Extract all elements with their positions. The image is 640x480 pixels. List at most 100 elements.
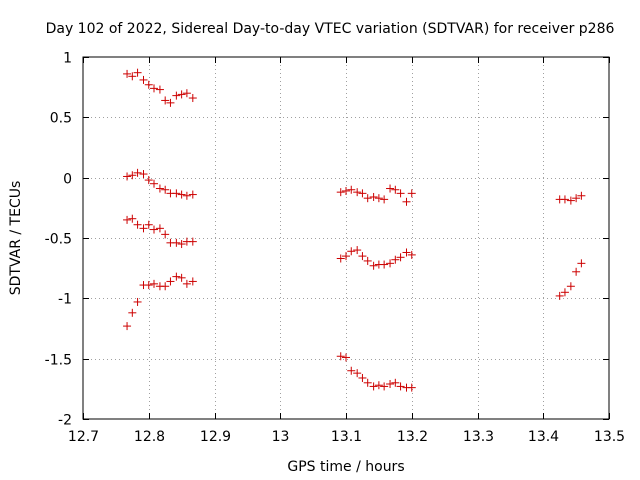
data-point-track-2: [155, 184, 164, 193]
data-point-track-8: [560, 195, 569, 204]
data-point-track-6: [396, 253, 405, 262]
data-point-track-9: [555, 291, 564, 300]
data-point-track-7: [391, 378, 400, 387]
data-point-track-2: [133, 168, 142, 177]
x-tick-label: 13: [272, 429, 290, 445]
data-point-track-1: [123, 69, 132, 78]
data-point-track-6: [347, 247, 356, 256]
data-point-track-1: [182, 89, 191, 98]
data-point-track-6: [407, 250, 416, 259]
data-point-track-7: [369, 382, 378, 391]
data-point-track-4: [144, 281, 153, 290]
data-point-track-3: [150, 225, 159, 234]
data-point-track-2: [182, 191, 191, 200]
data-point-track-2: [188, 190, 197, 199]
x-tick-label: 13.5: [594, 429, 625, 445]
data-point-track-5: [342, 186, 350, 195]
data-point-track-6: [342, 252, 350, 261]
data-point-track-1: [133, 68, 142, 77]
y-tick-label: -2: [58, 413, 72, 429]
data-point-track-3: [144, 220, 153, 229]
data-point-track-7: [386, 380, 395, 389]
data-point-track-2: [177, 190, 186, 199]
data-point-track-5: [407, 189, 416, 198]
data-point-track-4: [161, 282, 170, 291]
y-axis-ticks: -2 -1.5 -1 -0.5 0 0.5 1: [45, 51, 609, 429]
data-point-track-3: [172, 238, 181, 247]
x-tick-label: 13.1: [331, 429, 362, 445]
data-point-track-6: [353, 246, 362, 255]
data-point-track-5: [380, 195, 389, 204]
data-point-track-4: [166, 277, 175, 286]
data-point-track-1: [128, 72, 137, 81]
data-point-track-7: [358, 373, 367, 382]
chart-title: Day 102 of 2022, Sidereal Day-to-day VTE…: [46, 21, 615, 37]
x-tick-label: 13.3: [463, 429, 494, 445]
data-point-track-1: [166, 98, 175, 107]
data-point-track-2: [123, 172, 132, 181]
data-point-track-1: [188, 94, 197, 103]
data-point-track-4: [123, 322, 132, 331]
x-tick-label: 12.7: [68, 429, 99, 445]
data-point-track-3: [133, 220, 142, 229]
data-point-track-5: [402, 197, 411, 206]
data-point-track-6: [336, 254, 345, 263]
y-tick-label: -0.5: [45, 232, 72, 248]
data-point-track-6: [369, 261, 378, 270]
data-point-track-7: [342, 353, 350, 362]
y-axis-label: SDTVAR / TECUs: [8, 181, 24, 296]
data-point-track-9: [566, 282, 575, 291]
data-point-track-4: [182, 279, 191, 288]
data-point-track-5: [374, 194, 383, 203]
data-point-track-4: [133, 297, 142, 306]
y-tick-label: 0.5: [50, 111, 72, 127]
data-point-track-7: [407, 383, 416, 392]
data-point-track-1: [144, 80, 153, 89]
data-point-track-7: [353, 369, 362, 378]
data-point-track-4: [150, 279, 159, 288]
data-point-track-2: [172, 189, 181, 198]
data-point-track-6: [402, 248, 411, 257]
data-point-track-3: [161, 230, 170, 239]
data-point-track-6: [391, 255, 400, 264]
data-point-track-3: [123, 215, 132, 224]
data-point-track-7: [347, 366, 356, 375]
data-point-track-4: [177, 273, 186, 282]
x-axis-ticks: 12.7 12.8 12.9 13 13.1 13.2 13.3 13.4 13.5: [68, 57, 625, 445]
data-point-track-5: [391, 185, 400, 194]
x-axis-label: GPS time / hours: [287, 459, 404, 475]
data-point-track-2: [150, 179, 159, 188]
data-point-track-5: [358, 189, 367, 198]
x-tick-label: 12.9: [200, 429, 231, 445]
data-point-track-7: [380, 382, 389, 391]
data-point-track-2: [128, 171, 137, 180]
data-points: [123, 68, 586, 392]
grid-lines: [83, 57, 609, 419]
data-point-track-6: [358, 252, 367, 261]
data-point-track-6: [386, 259, 395, 268]
data-point-track-1: [172, 91, 181, 100]
data-point-track-7: [374, 381, 383, 390]
data-point-track-1: [161, 96, 170, 105]
y-tick-label: 0: [63, 172, 72, 188]
data-point-track-1: [139, 75, 148, 84]
data-point-track-1: [155, 85, 164, 94]
y-tick-label: -1: [58, 292, 72, 308]
data-point-track-5: [347, 185, 356, 194]
data-point-track-5: [353, 188, 362, 197]
data-point-track-5: [396, 189, 405, 198]
data-point-track-8: [566, 196, 575, 205]
data-point-track-4: [188, 277, 197, 286]
data-point-track-2: [144, 176, 153, 185]
data-point-track-2: [161, 185, 170, 194]
data-point-track-3: [155, 224, 164, 233]
data-point-track-6: [363, 256, 372, 265]
data-point-track-6: [380, 260, 389, 269]
x-tick-label: 13.2: [397, 429, 428, 445]
data-point-track-9: [572, 267, 581, 276]
data-point-track-1: [177, 90, 186, 99]
data-point-track-1: [150, 84, 159, 93]
data-point-track-5: [386, 184, 395, 193]
data-point-track-8: [572, 194, 581, 203]
